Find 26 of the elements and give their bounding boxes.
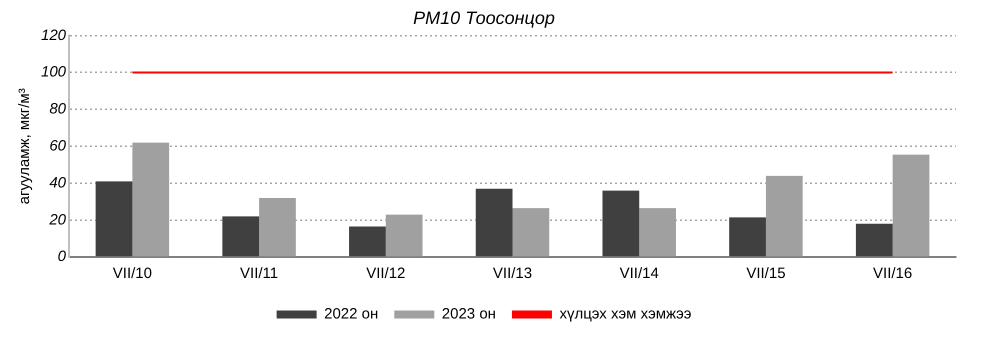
x-tick-label: VII/13 <box>492 265 532 282</box>
x-tick-label: VII/15 <box>746 265 786 282</box>
x-tick-label: VII/16 <box>873 265 912 282</box>
legend-label: 2023 он <box>442 306 496 323</box>
bar <box>856 224 893 256</box>
bar <box>96 181 132 256</box>
y-tick-label: 80 <box>49 100 67 118</box>
x-tick-label: VII/11 <box>240 265 278 282</box>
y-axis-title: агууламж, мкг/м³ <box>16 88 34 204</box>
y-tick-label: 120 <box>40 26 67 44</box>
x-tick-label: VII/12 <box>366 265 406 282</box>
bar <box>476 188 513 256</box>
y-tick-label: 60 <box>49 137 67 154</box>
legend-label: хүлцэх хэм хэмжээ <box>559 306 692 323</box>
y-tick-label: 20 <box>48 211 67 228</box>
y-tick-label: 40 <box>49 174 67 192</box>
y-tick-label: 0 <box>58 248 67 266</box>
bar <box>222 216 260 256</box>
legend-label: 2022 он <box>324 306 378 323</box>
x-tick-label: VII/10 <box>112 265 152 282</box>
x-tick-label: VII/14 <box>620 265 659 282</box>
bar <box>602 190 640 256</box>
bar <box>349 226 386 256</box>
chart-title: PM10 Тоосонцор <box>413 8 555 28</box>
y-tick-label: 100 <box>40 64 67 81</box>
bar <box>729 217 766 256</box>
